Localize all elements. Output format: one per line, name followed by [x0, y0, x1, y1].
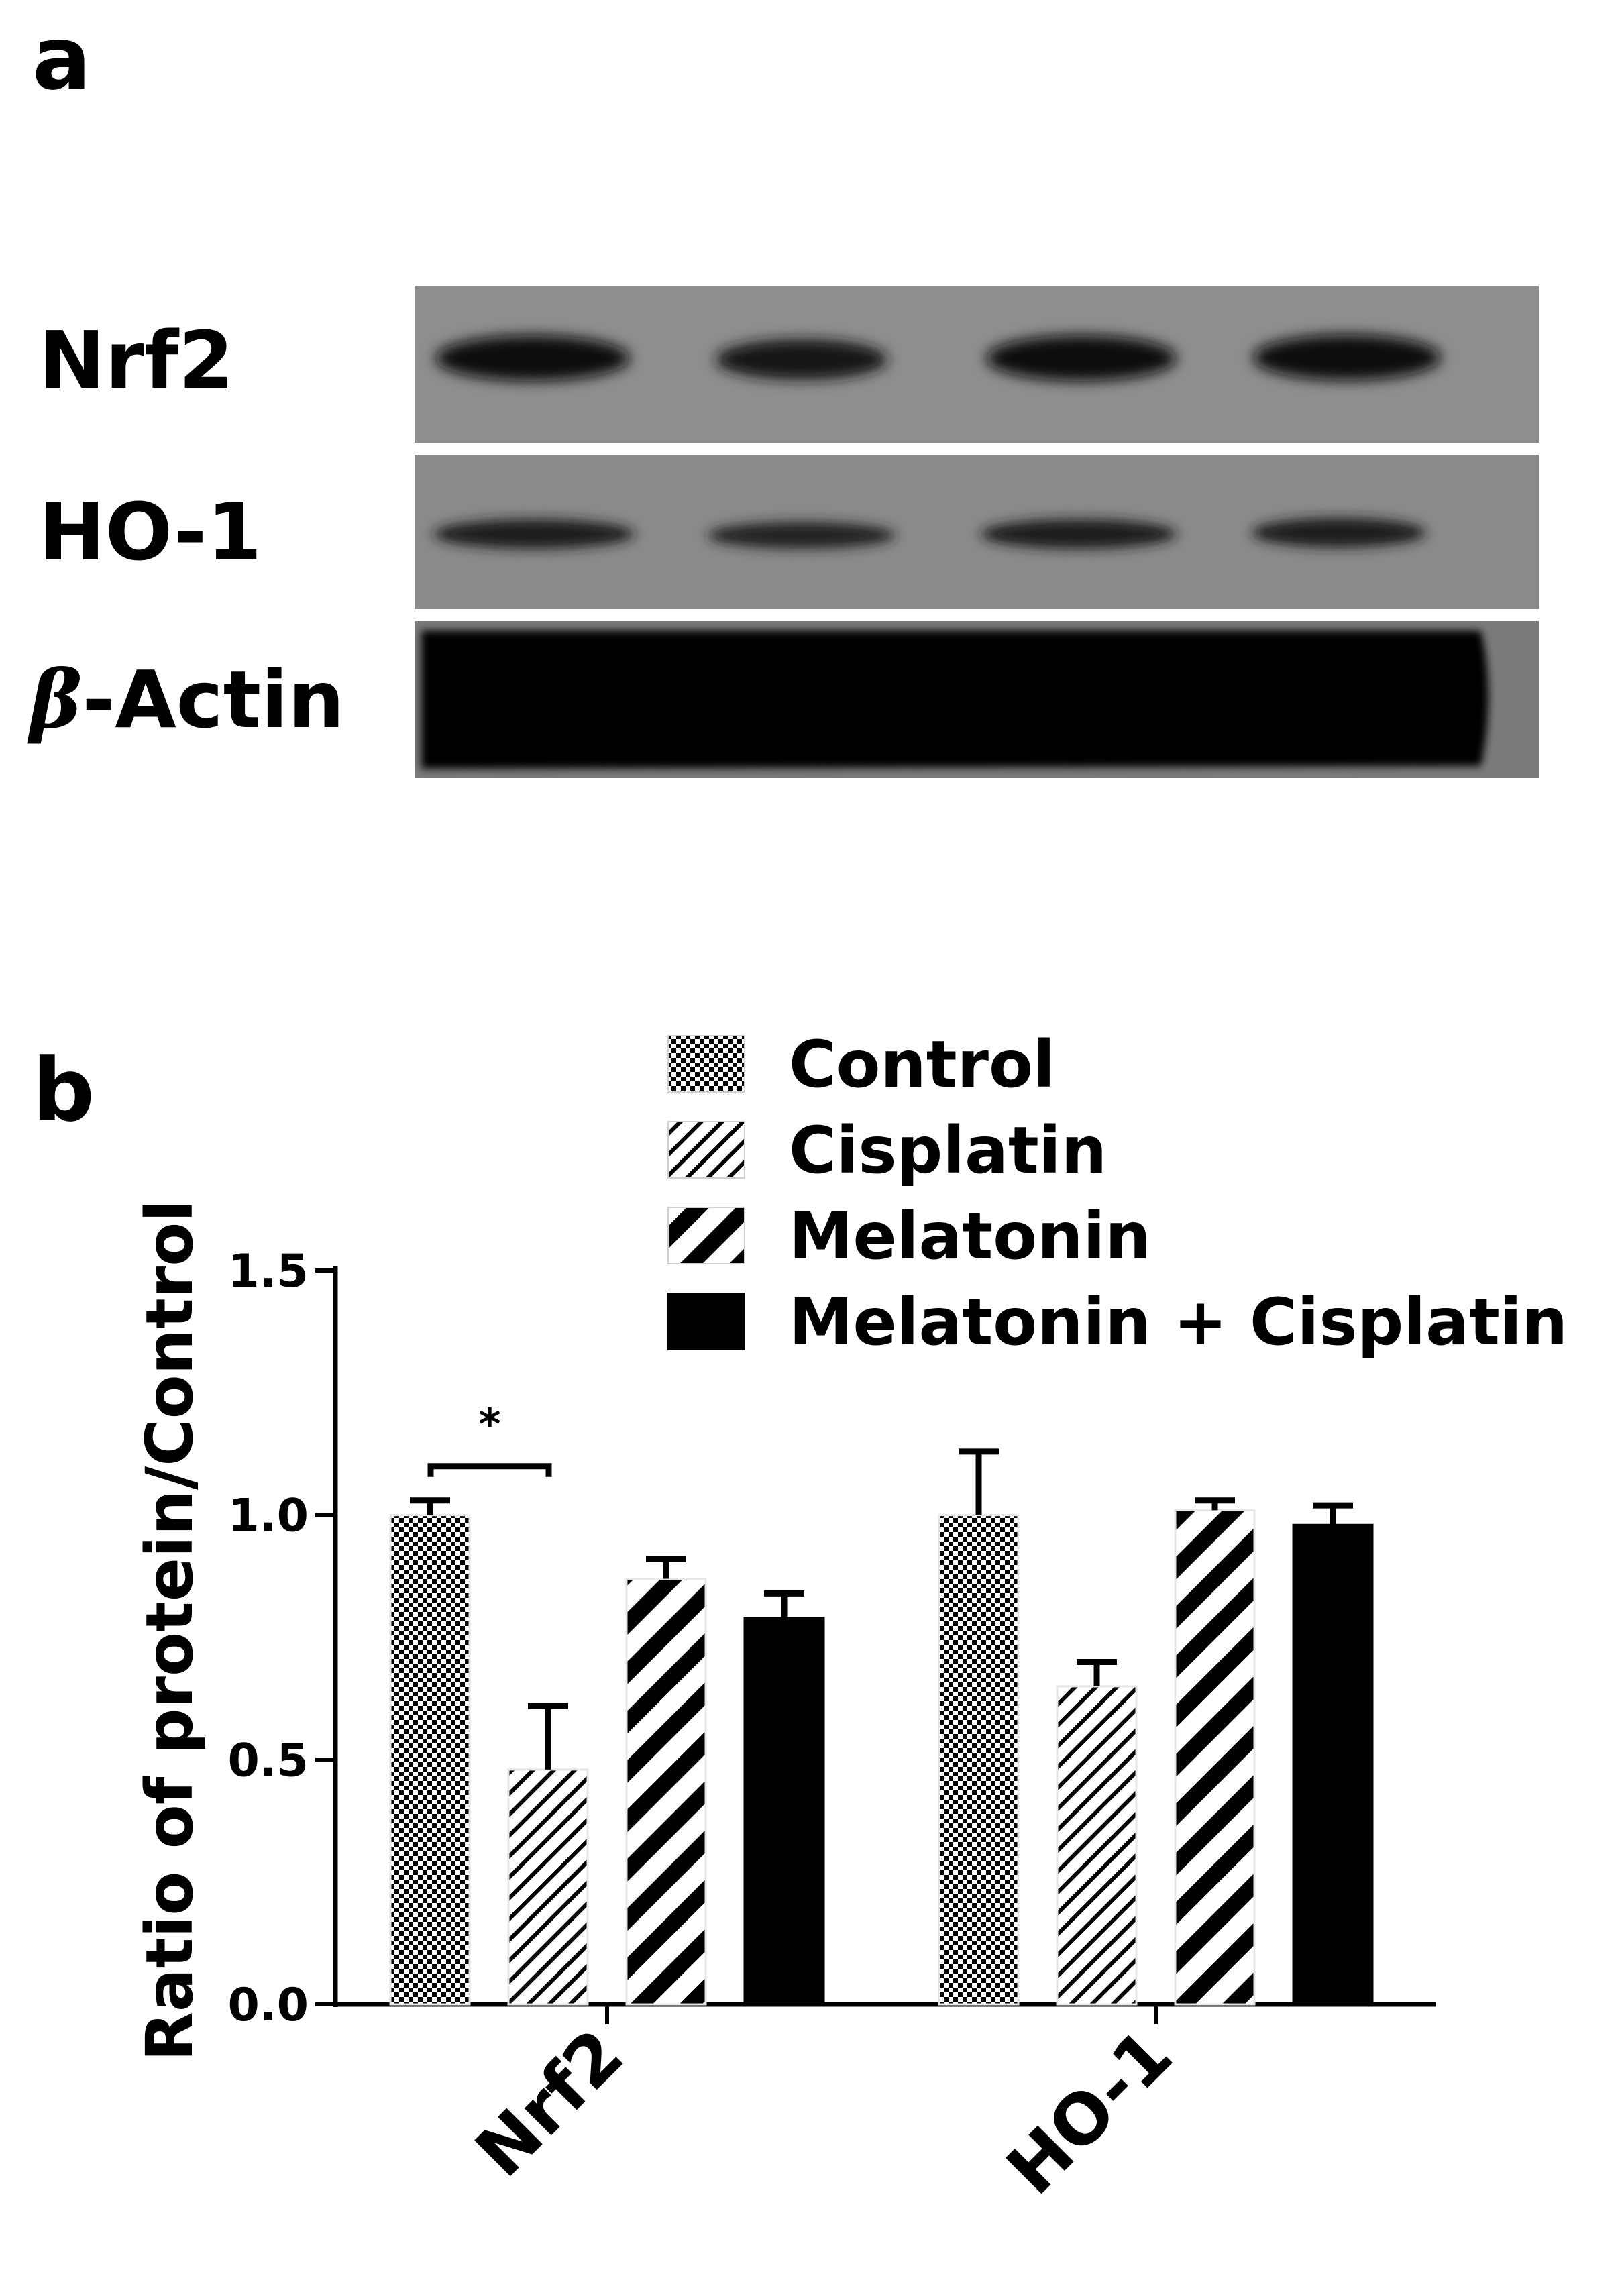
legend-swatch-control [667, 1035, 745, 1093]
blot-image-nrf2 [415, 286, 1539, 443]
band-ho1-lane3 [981, 519, 1177, 549]
band-nrf2-lane3 [986, 335, 1177, 381]
band-nrf2-lane1 [435, 335, 630, 381]
legend-swatch-melatonin [667, 1207, 745, 1264]
beta-actin-text: -Actin [82, 653, 345, 746]
blot-strip-ho1 [415, 455, 1539, 609]
x-tick-label-ho1: HO-1 [991, 2013, 1187, 2210]
legend-label-control: Control [789, 1027, 1055, 1102]
y-tick-label: 0.0 [228, 1979, 309, 2032]
beta-symbol: β [30, 653, 83, 746]
blot-strip-beta-actin [415, 621, 1539, 778]
band-ho1-lane2 [708, 522, 896, 549]
bar-ho1-control [938, 1514, 1020, 2006]
legend-label-melatonin-cisplatin: Melatonin + Cisplatin [789, 1285, 1568, 1360]
bar-nrf2-cisplatin [507, 1768, 589, 2006]
band-nrf2-lane4 [1253, 335, 1441, 380]
significance-bracket [427, 1463, 552, 1477]
blot-label-nrf2: Nrf2 [39, 314, 234, 407]
band-beta-actin [421, 631, 1488, 769]
legend-swatch-melatonin-cisplatin [667, 1293, 745, 1350]
bar-nrf2-melatonin [625, 1577, 707, 2006]
bar-nrf2-control [389, 1514, 471, 2006]
bar-nrf2-melatonin-cisplatin [743, 1617, 825, 2006]
significance-marker: * [478, 1401, 500, 1450]
legend-swatch-cisplatin [667, 1121, 745, 1179]
bar-ho1-cisplatin [1056, 1685, 1138, 2006]
y-tick-label: 1.5 [228, 1245, 309, 1298]
blot-label-beta-actin: β-Actin [30, 660, 344, 740]
legend-label-cisplatin: Cisplatin [789, 1113, 1107, 1188]
bars: * [389, 1401, 1374, 2006]
bar-ho1-melatonin-cisplatin [1292, 1523, 1374, 2006]
blot-label-ho1: HO-1 [39, 486, 262, 578]
y-tick-label: 0.5 [228, 1734, 309, 1787]
band-nrf2-lane2 [716, 339, 887, 380]
legend: Control Cisplatin Melatonin Melatonin + Cis… [667, 1027, 1568, 1360]
x-tick-label-nrf2: Nrf2 [459, 2013, 639, 2192]
blot-strip-nrf2 [415, 286, 1539, 443]
y-axis-title: Ratio of protein/Control [132, 1200, 207, 2061]
legend-label-melatonin: Melatonin [789, 1199, 1151, 1274]
panel-b-label: b [32, 1039, 95, 1141]
bar-chart: 0.0 0.5 1.0 1.5 Ratio of protein/Control Nrf2… [132, 1027, 1568, 2210]
band-ho1-lane4 [1252, 518, 1426, 547]
blot-image-beta-actin [415, 621, 1539, 778]
panel-a-label: a [32, 7, 91, 109]
band-ho1-lane1 [433, 519, 635, 549]
blot-image-ho1 [415, 455, 1539, 609]
bar-ho1-melatonin [1174, 1509, 1256, 2006]
y-tick-label: 1.0 [228, 1490, 309, 1543]
